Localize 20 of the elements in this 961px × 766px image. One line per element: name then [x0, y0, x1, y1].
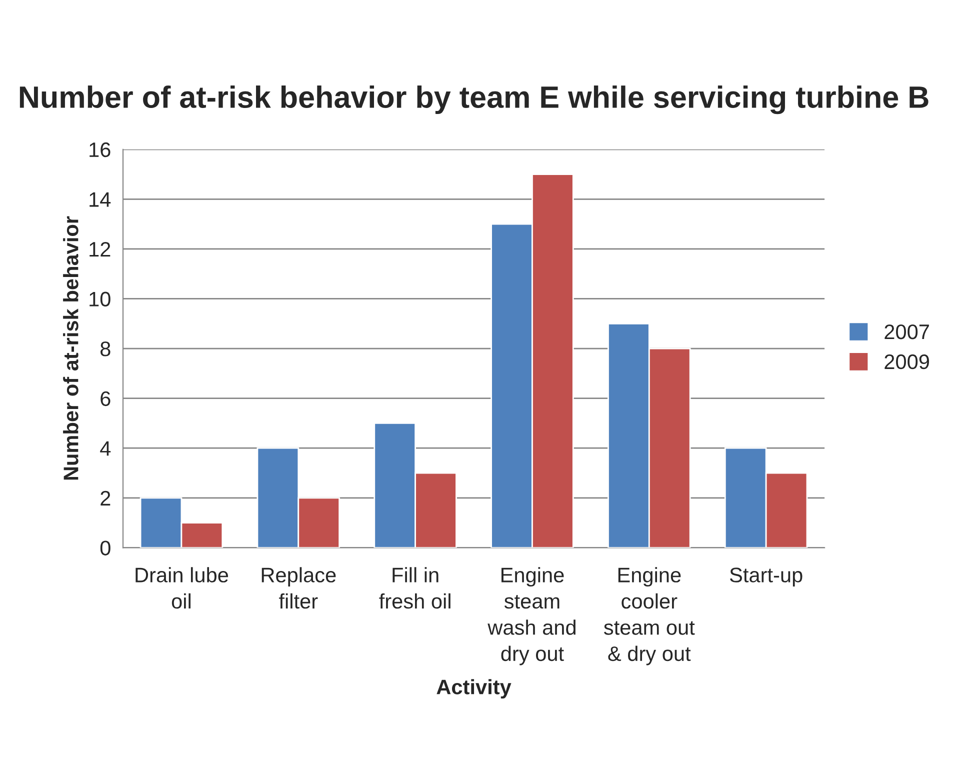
- y-tick-label: 12: [90, 242, 110, 256]
- legend-label: 2009: [884, 354, 929, 370]
- y-tick-label: 6: [100, 391, 110, 406]
- x-tick-label: Engine cooler steam out & dry out: [604, 567, 695, 666]
- y-tick-label: 0: [100, 540, 110, 556]
- x-tick-label: Drain lube oil: [136, 567, 228, 609]
- y-tick-label: 10: [90, 292, 110, 306]
- y-tick-label: 14: [90, 192, 111, 207]
- y-axis-title: Number of at-risk behavior: [63, 216, 78, 480]
- legend-label: 2007: [884, 324, 929, 340]
- x-tick-label: Fill in fresh oil: [379, 567, 450, 609]
- y-tick-label: 8: [100, 342, 110, 356]
- x-tick-label: Start-up: [730, 568, 802, 587]
- y-tick-label: 16: [90, 142, 110, 158]
- y-tick-label: 2: [100, 490, 110, 506]
- x-tick-label: Replace filter: [262, 567, 336, 609]
- x-tick-label: Engine steam wash and dry out: [488, 567, 576, 666]
- x-axis-title: Activity: [436, 679, 512, 699]
- chart-title: Number of at-risk behavior by team E while servicing turbine B: [20, 86, 928, 114]
- y-tick-label: 4: [100, 441, 111, 456]
